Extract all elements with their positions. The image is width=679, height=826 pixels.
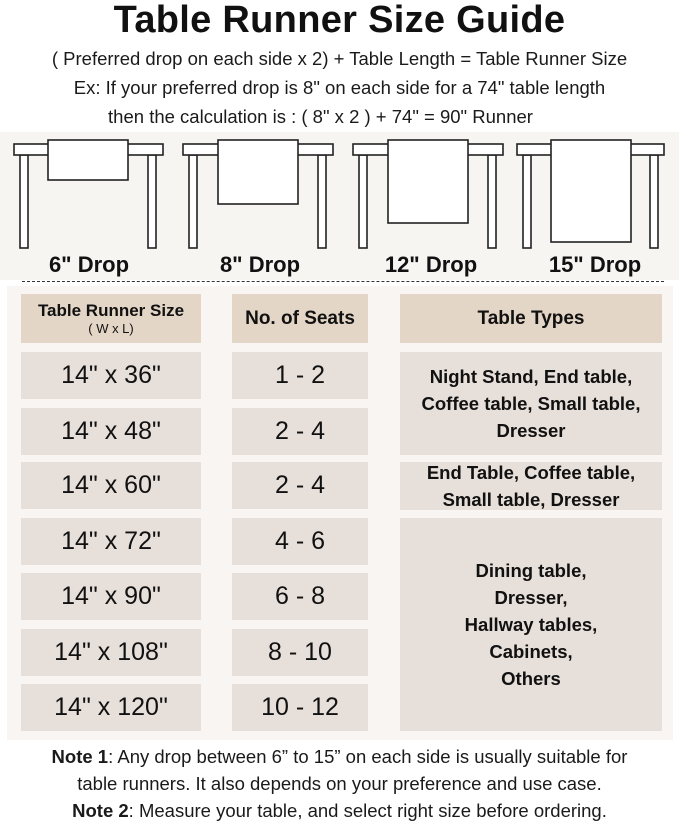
example-line-1: Ex: If your preferred drop is 8" on each… [73,77,606,98]
runner-size-cell: 14" x 120" [21,684,201,731]
note-2: Note 2: Measure your table, and select r… [0,800,679,822]
header-table-types: Table Types [400,294,662,343]
table-15in-drop-icon [516,139,665,249]
header-runner-size: Table Runner Size ( W x L) [21,294,201,343]
runner-size-cell: 14" x 60" [21,462,201,509]
table-12in-drop-icon [352,139,504,249]
note-1-text: : Any drop between 6” to 15” on each sid… [108,746,628,767]
table-types-large: Dining table, Dresser, Hallway tables, C… [400,518,662,731]
drop-label-15: 15" Drop [548,252,642,277]
seats-cell: 6 - 8 [232,573,368,620]
table-types-medium: End Table, Coffee table, Small table, Dr… [400,462,662,510]
runner-size-cell: 14" x 108" [21,629,201,676]
header-runner-size-sub: ( W x L) [88,321,134,336]
table-6in-drop-icon [13,139,164,249]
seats-cell: 4 - 6 [232,518,368,565]
seats-cell: 1 - 2 [232,352,368,399]
header-seats: No. of Seats [232,294,368,343]
seats-cell: 2 - 4 [232,408,368,455]
table-8in-drop-icon [182,139,334,249]
formula-text: ( Preferred drop on each side x 2) + Tab… [51,48,628,69]
runner-size-cell: 14" x 90" [21,573,201,620]
page-title: Table Runner Size Guide [113,0,566,41]
header-runner-size-label: Table Runner Size [37,301,185,320]
note-1-label: Note 1 [51,746,109,767]
runner-size-cell: 14" x 36" [21,352,201,399]
drop-illustration-svg [13,139,665,249]
table-types-small: Night Stand, End table, Coffee table, Sm… [400,352,662,455]
dashed-divider [22,281,664,282]
example-line-2: then the calculation is : ( 8" x 2 ) + 7… [108,106,533,127]
runner-size-cell: 14" x 72" [21,518,201,565]
note-2-text: : Measure your table, and select right s… [128,800,607,821]
note-2-label: Note 2 [72,800,129,821]
note-1-continued: table runners. It also depends on your p… [77,773,602,794]
runner-size-cell: 14" x 48" [21,408,201,455]
drop-label-6: 6" Drop [48,252,130,277]
drop-label-12: 12" Drop [384,252,478,277]
seats-cell: 10 - 12 [232,684,368,731]
seats-cell: 8 - 10 [232,629,368,676]
seats-cell: 2 - 4 [232,462,368,509]
note-1: Note 1: Any drop between 6” to 15” on ea… [0,746,679,768]
drop-label-8: 8" Drop [219,252,301,277]
